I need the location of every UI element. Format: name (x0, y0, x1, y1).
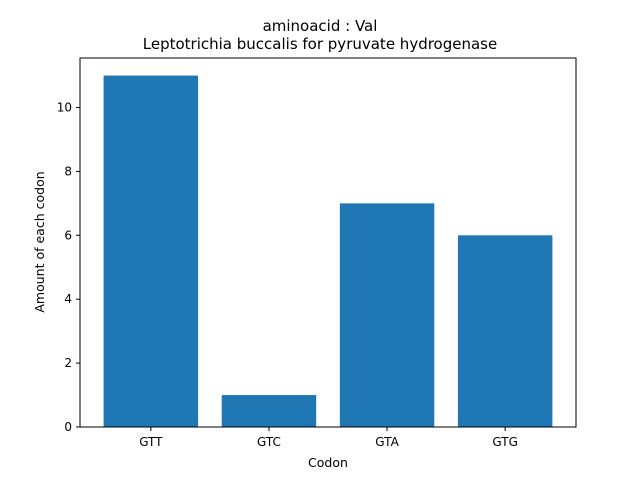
chart-subtitle: Leptotrichia buccalis for pyruvate hydro… (143, 35, 497, 53)
y-tick-label-2: 2 (64, 356, 72, 370)
x-axis: GTT GTC GTA GTG (139, 427, 518, 449)
y-tick-label-6: 6 (64, 228, 72, 242)
y-tick-label-0: 0 (64, 420, 72, 434)
y-axis-label: Amount of each codon (32, 171, 47, 312)
bar-gtc (221, 395, 317, 427)
chart-title: aminoacid : Val (263, 17, 378, 35)
x-tick-label-gtc: GTC (257, 435, 281, 449)
x-tick-label-gta: GTA (375, 435, 399, 449)
x-tick-label-gtg: GTG (492, 435, 518, 449)
y-tick-label-10: 10 (57, 101, 72, 115)
y-tick-label-8: 8 (64, 164, 72, 178)
bar-gtt (103, 75, 199, 428)
bars-group (103, 75, 553, 428)
x-tick-label-gtt: GTT (139, 435, 163, 449)
bar-gta (339, 203, 435, 427)
plot-frame (79, 57, 577, 428)
x-axis-label: Codon (308, 455, 348, 470)
bar-gtg (457, 235, 553, 427)
y-tick-label-4: 4 (64, 292, 72, 306)
y-axis: 0 2 4 6 8 10 (57, 101, 80, 434)
